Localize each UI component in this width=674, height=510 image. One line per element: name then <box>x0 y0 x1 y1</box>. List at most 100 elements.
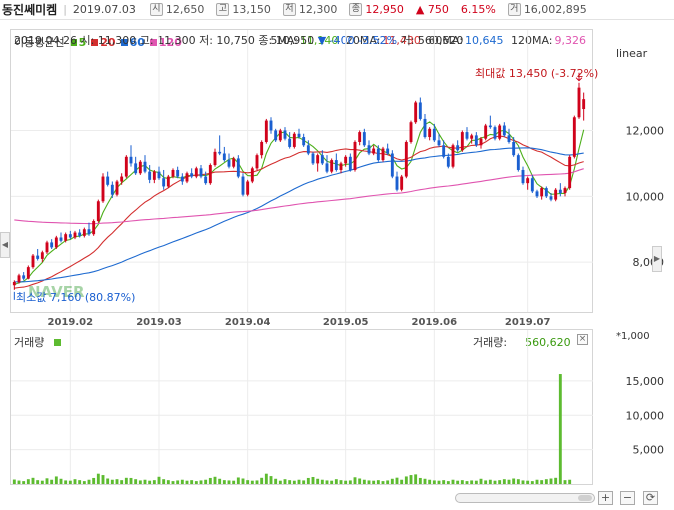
volume-bar <box>204 479 208 484</box>
candle-body <box>376 148 380 161</box>
candle-body <box>353 141 357 170</box>
volume-tick-label: 10,000 <box>626 409 665 422</box>
ma120-swatch <box>149 39 157 46</box>
min-annotation: 최소값 7,160 (80.87%) <box>16 291 136 304</box>
volume-bar <box>460 480 464 484</box>
volume-tick-label: 5,000 <box>633 444 665 457</box>
candle-body <box>120 176 124 182</box>
volume-bar <box>456 480 460 484</box>
volume-bar <box>54 476 58 484</box>
volume-bar <box>390 478 394 484</box>
candle-body <box>297 133 301 138</box>
volume-bar <box>549 478 553 484</box>
volume-bar <box>498 480 502 484</box>
volume-bar <box>292 480 296 484</box>
volume-bar <box>274 478 278 484</box>
candle-body <box>208 165 212 184</box>
reset-button[interactable]: ⟳ <box>643 491 658 505</box>
volume-bar <box>493 480 497 484</box>
scroll-thumb[interactable] <box>578 495 592 501</box>
volume-bar <box>190 480 194 484</box>
candle-body <box>446 156 450 167</box>
volume-bar <box>554 477 558 484</box>
candle-body <box>176 169 180 177</box>
candle-body <box>423 118 427 138</box>
candle-body <box>250 168 254 182</box>
volume-bar <box>45 478 49 484</box>
volume-legend-label: 거래량 <box>14 336 45 349</box>
candle-body <box>432 128 436 141</box>
volume-bar <box>344 480 348 484</box>
volume-swatch <box>54 339 62 346</box>
candle-body <box>274 130 278 141</box>
volume-bar <box>535 479 539 484</box>
ma60-label: 60MA: <box>428 34 463 47</box>
candle-body <box>456 145 460 151</box>
volume-bar <box>320 479 324 484</box>
candle-body <box>442 145 446 157</box>
scroll-left-arrow[interactable]: ◀ <box>0 232 10 258</box>
volume-bar <box>194 481 198 484</box>
candle-body <box>194 168 198 177</box>
candle-body <box>40 252 44 259</box>
volume-bar <box>208 477 212 484</box>
ma5-label: 5MA: <box>270 34 298 47</box>
volume-bar <box>414 474 418 484</box>
volume-bar <box>124 477 128 484</box>
volume-bar <box>395 477 399 484</box>
volume-bar <box>563 480 567 484</box>
candle-body <box>110 184 114 195</box>
volume-bar <box>157 476 161 484</box>
zoom-in-button[interactable]: + <box>598 491 613 505</box>
price-tick-label: 10,000 <box>626 190 665 203</box>
volume-tick-label: 15,000 <box>626 375 665 388</box>
zoom-out-button[interactable]: − <box>620 491 635 505</box>
candle-body <box>148 171 152 180</box>
volume-unit: *1,000 <box>616 331 650 342</box>
candle-body <box>535 191 539 197</box>
close-icon[interactable]: × <box>577 334 588 345</box>
candle-body <box>344 156 348 164</box>
candle-body <box>395 176 399 190</box>
candle-body <box>54 237 58 248</box>
stock-name: 동진쎄미켐 <box>2 3 58 17</box>
quote-date: 2019.07.03 <box>72 3 136 16</box>
scroll-right-arrow[interactable]: ▶ <box>652 246 662 272</box>
candle-body <box>124 156 128 177</box>
volume-bar <box>278 480 282 484</box>
volume-bar <box>82 481 86 484</box>
candle-body <box>568 156 572 189</box>
candle-body <box>330 160 334 172</box>
candle-body <box>190 173 194 177</box>
high-value: 13,150 <box>232 3 271 16</box>
candle-body <box>549 196 553 200</box>
volume-bar <box>428 479 432 484</box>
candle-body <box>232 158 236 167</box>
ma60-swatch <box>120 39 128 46</box>
volume-bar <box>222 480 226 484</box>
volume-bar <box>171 481 175 484</box>
candle-body <box>50 242 54 248</box>
volume-panel[interactable] <box>10 329 593 485</box>
candle-body <box>138 161 142 174</box>
scale-mode-toggle[interactable]: linear <box>616 47 648 60</box>
date-tick-label: 2019.05 <box>323 317 369 328</box>
volume-bar <box>484 480 488 484</box>
volume-bar <box>96 473 100 484</box>
candle-body <box>134 163 138 174</box>
ma120-line <box>14 168 584 225</box>
candle-body <box>460 132 464 151</box>
volume-bar <box>199 480 203 484</box>
volume-bar <box>451 479 455 484</box>
chart-scrollbar[interactable] <box>455 493 595 503</box>
max-marker-arrow <box>575 72 583 82</box>
candle-body <box>157 171 161 179</box>
price-panel[interactable]: 이동평균선 5 20 60 120 5MA: 11,140 20MA: 11,430 60M… <box>10 29 593 313</box>
volume-bar <box>465 481 469 484</box>
volume-bar <box>409 475 413 484</box>
candle-body <box>218 151 222 154</box>
candle-body <box>530 178 534 192</box>
volume-bar <box>372 480 376 484</box>
volume-bar <box>176 480 180 484</box>
candle-body <box>115 181 119 195</box>
